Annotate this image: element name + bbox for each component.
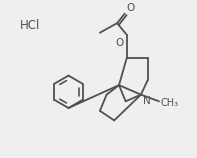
- Text: O: O: [127, 3, 135, 13]
- Text: CH₃: CH₃: [161, 98, 179, 108]
- Text: N: N: [143, 96, 151, 106]
- Text: HCl: HCl: [20, 19, 40, 32]
- Text: O: O: [115, 38, 124, 48]
